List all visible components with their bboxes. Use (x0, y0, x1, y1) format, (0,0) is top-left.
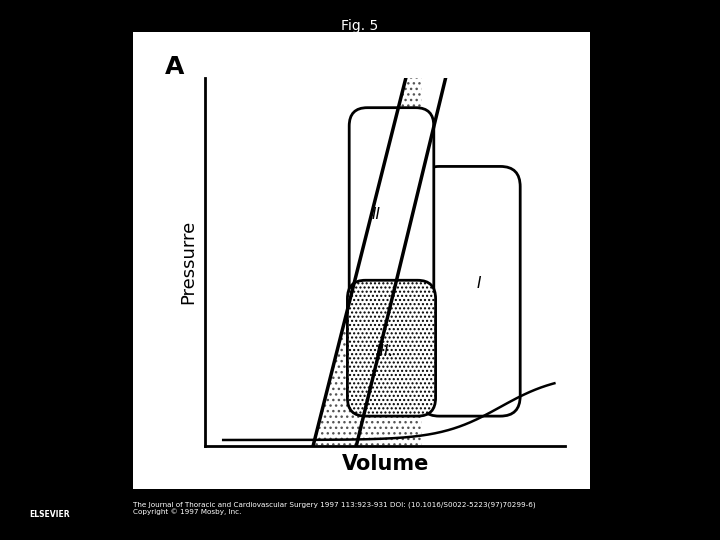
Text: The Journal of Thoracic and Cardiovascular Surgery 1997 113:923-931 DOI: (10.101: The Journal of Thoracic and Cardiovascul… (133, 501, 536, 515)
Text: I: I (477, 276, 481, 292)
Text: Fig. 5: Fig. 5 (341, 19, 379, 33)
Y-axis label: Pressurre: Pressurre (179, 220, 197, 304)
Text: ELSEVIER: ELSEVIER (29, 510, 69, 519)
Text: III.: III. (376, 345, 395, 359)
Text: II: II (372, 207, 381, 221)
FancyBboxPatch shape (419, 166, 520, 416)
FancyBboxPatch shape (349, 107, 433, 328)
FancyBboxPatch shape (347, 280, 436, 416)
Text: A: A (165, 55, 184, 79)
X-axis label: Volume: Volume (341, 454, 429, 474)
